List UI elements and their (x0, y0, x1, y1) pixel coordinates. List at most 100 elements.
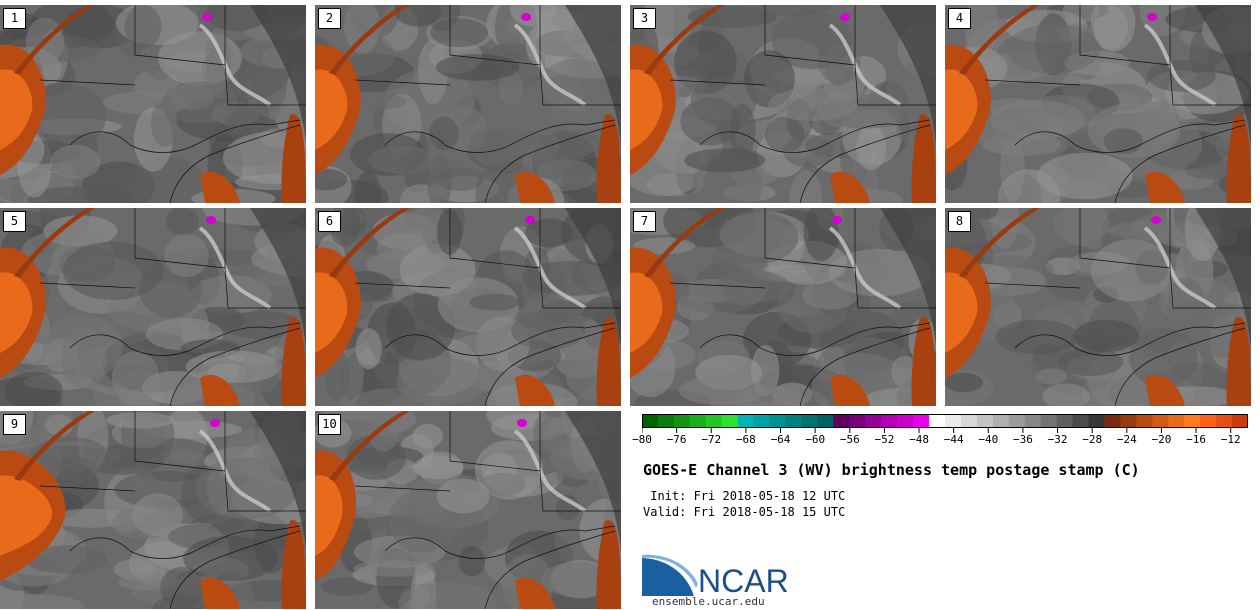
state-border (384, 322, 616, 356)
cold-cloud-streak (1143, 23, 1217, 107)
init-time: Init: Fri 2018-05-18 12 UTC (643, 489, 846, 503)
cold-cloud-streak (198, 226, 272, 310)
state-border (984, 5, 1171, 86)
warm-spot (200, 171, 240, 203)
warm-spot (830, 171, 870, 203)
warm-streak (14, 411, 95, 481)
wv-texture (185, 350, 282, 384)
wv-texture (1035, 368, 1068, 385)
warm-spot (596, 317, 621, 406)
cold-cloud-streak (828, 23, 902, 107)
colorbar-bin (817, 414, 834, 428)
colorbar-bin (1152, 414, 1169, 428)
wv-texture (28, 83, 107, 150)
coastline (169, 327, 301, 406)
state-border (354, 5, 541, 86)
wv-texture (684, 148, 766, 173)
wv-texture (1147, 60, 1216, 92)
wv-texture (190, 275, 273, 314)
wv-texture (458, 546, 486, 577)
warm-spot (200, 577, 240, 609)
wv-texture (1091, 5, 1136, 52)
coastline (484, 124, 616, 203)
wv-texture (0, 594, 85, 609)
convective-cell (1147, 13, 1157, 21)
colorbar-bin (1072, 414, 1090, 428)
colorbar-bin (992, 414, 1010, 428)
member-label: 3 (633, 8, 656, 29)
wv-texture (343, 5, 381, 54)
wv-texture (990, 100, 1085, 140)
warm-spot (281, 114, 306, 203)
wv-texture (412, 423, 443, 449)
warm-streak (329, 208, 410, 278)
wv-texture (1184, 158, 1238, 180)
colorbar-bin (801, 414, 818, 428)
dry-slot (880, 208, 936, 348)
convective-cell (832, 216, 842, 224)
wv-texture (511, 310, 585, 351)
dry-slot (880, 5, 936, 145)
wv-texture (49, 144, 101, 180)
convective-cell (206, 216, 216, 224)
wv-texture (355, 328, 382, 370)
svg-text:NCAR: NCAR (698, 563, 789, 596)
wv-texture (509, 5, 557, 27)
wv-texture (183, 535, 278, 581)
warm-spot (596, 520, 621, 609)
colorbar-tick-label: −28 (1082, 433, 1103, 446)
coastline (169, 530, 301, 609)
wv-texture (398, 582, 497, 609)
wv-texture (25, 545, 107, 574)
wv-texture (824, 43, 854, 87)
colorbar-tick-label: −64 (770, 433, 791, 446)
member-label: 8 (948, 211, 971, 232)
warm-streak (644, 5, 725, 75)
warm-spot (1145, 171, 1185, 203)
member-label: 5 (3, 211, 26, 232)
dry-slot (1195, 5, 1251, 145)
warm-streak (959, 5, 1040, 75)
wv-texture (1062, 5, 1100, 22)
state-border (384, 525, 616, 559)
state-border (354, 411, 541, 492)
colorbar-bin (1184, 414, 1201, 428)
colorbar-tick-label: −76 (666, 433, 687, 446)
state-border (69, 119, 301, 153)
warm-core (315, 69, 348, 150)
state-border (39, 411, 226, 492)
wv-texture (1107, 220, 1209, 241)
member-label: 4 (948, 8, 971, 29)
state-border (1014, 322, 1246, 356)
colorbar-bin (1200, 414, 1217, 428)
colorbar-bin (785, 414, 802, 428)
wv-texture (429, 116, 459, 151)
dry-slot (250, 411, 306, 551)
warm-core (630, 69, 663, 150)
wv-texture (42, 314, 123, 380)
wv-texture (396, 357, 488, 406)
wv-texture (469, 293, 520, 311)
dry-slot (250, 5, 306, 145)
member-label: 1 (3, 8, 26, 29)
valid-time: Valid: Fri 2018-05-18 15 UTC (643, 505, 846, 519)
wv-texture (417, 39, 448, 105)
dry-slot (565, 208, 621, 348)
wv-texture (165, 208, 199, 236)
state-border (69, 525, 301, 559)
state-border (669, 208, 856, 289)
wv-texture (478, 472, 526, 497)
warm-core (315, 475, 343, 556)
colorbar-bin (1216, 414, 1233, 428)
member-label: 6 (318, 211, 341, 232)
warm-streak (959, 208, 1040, 278)
wv-texture (27, 186, 131, 203)
colorbar-bin (673, 414, 691, 428)
colorbar-bin (945, 414, 962, 428)
wv-texture (224, 98, 271, 138)
convective-cell (517, 419, 527, 427)
warm-streak (329, 5, 410, 75)
colorbar-bin (960, 414, 978, 428)
wv-texture (132, 70, 180, 98)
colorbar-border (642, 414, 1248, 428)
